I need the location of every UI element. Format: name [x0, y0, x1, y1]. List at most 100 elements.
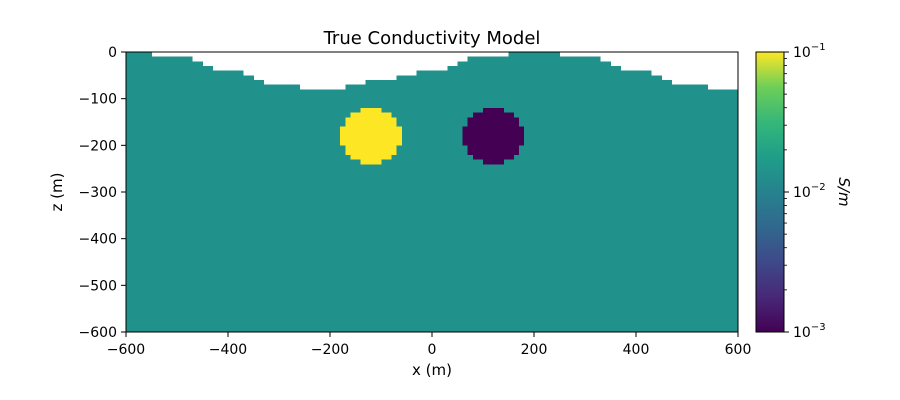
body-cell	[386, 150, 392, 156]
background-cell-column	[528, 52, 535, 332]
body-cell	[375, 150, 382, 156]
background-cell-column	[641, 70, 647, 333]
body-cell	[503, 112, 509, 118]
background-cell-column	[605, 61, 611, 332]
body-cell	[503, 131, 509, 137]
body-cell	[370, 108, 377, 114]
body-cell	[386, 117, 392, 123]
body-cell	[518, 140, 525, 146]
background-cell-column	[610, 66, 616, 332]
background-cell-column	[243, 75, 249, 332]
background-cell-column	[727, 89, 734, 332]
body-cell	[360, 117, 367, 123]
body-cell	[355, 122, 361, 128]
background-cell-column	[692, 84, 698, 332]
y-axis-label: z (m)	[48, 173, 66, 212]
background-cell-column	[600, 61, 606, 332]
colorbar-tick-label: 10−3	[793, 322, 826, 341]
background-cell-column	[187, 56, 193, 333]
body-cell	[477, 122, 484, 128]
x-tick-label: −400	[209, 342, 247, 358]
body-cell	[498, 159, 504, 165]
body-cell	[518, 131, 525, 137]
background-cell-column	[595, 56, 601, 333]
body-cell	[340, 140, 346, 146]
body-cell	[503, 140, 509, 146]
body-cell	[345, 145, 351, 151]
background-cell-column	[411, 75, 418, 332]
body-cell	[365, 154, 372, 160]
body-cell	[355, 136, 361, 142]
conductive-sphere	[340, 108, 402, 165]
body-cell	[472, 131, 479, 137]
background-cell-column	[559, 56, 565, 333]
body-cell	[365, 122, 372, 128]
resistive-sphere	[462, 108, 525, 165]
body-cell	[375, 154, 382, 160]
body-cell	[493, 108, 499, 114]
body-cell	[370, 126, 377, 132]
body-cell	[345, 126, 351, 132]
body-cell	[477, 154, 484, 160]
background-cell-column	[447, 66, 453, 332]
body-cell	[391, 126, 397, 132]
background-cell-column	[324, 89, 331, 332]
background-cell-column	[442, 70, 448, 333]
body-cell	[508, 136, 514, 142]
y-tick-label: −300	[79, 185, 117, 201]
y-tick-label: −200	[79, 138, 117, 154]
background-cell-column	[467, 56, 474, 333]
body-cell	[365, 159, 372, 165]
background-cell-column	[472, 56, 479, 333]
background-cell-column	[253, 80, 259, 332]
background-cell-column	[590, 56, 596, 333]
background-cell-column	[483, 56, 489, 333]
colorbar: 10−1 10−2 10−3 S/m	[755, 42, 853, 341]
plot-area	[126, 52, 739, 333]
body-cell	[381, 112, 387, 118]
body-cell	[498, 117, 504, 123]
background-cell-column	[177, 56, 183, 333]
background-cell-column	[289, 84, 295, 332]
body-cell	[498, 150, 504, 156]
body-cell	[396, 131, 402, 137]
body-cell	[350, 136, 356, 142]
body-cell	[493, 150, 499, 156]
y-tick-label: −600	[79, 325, 117, 341]
body-cell	[340, 136, 346, 142]
background-cell-column	[437, 70, 443, 333]
body-cell	[498, 136, 504, 142]
background-cell-column	[126, 52, 132, 332]
body-cell	[370, 140, 377, 146]
background-cell-column	[661, 80, 667, 332]
x-tick-label: 600	[725, 342, 752, 358]
body-cell	[365, 131, 372, 137]
background-cell-column	[666, 80, 673, 332]
y-tick-label: −100	[79, 92, 117, 108]
body-cell	[350, 140, 356, 146]
body-cell	[477, 117, 484, 123]
background-cell-column	[319, 89, 326, 332]
background-cell-column	[166, 56, 173, 333]
background-cell-column	[279, 84, 285, 332]
background-cell-column	[498, 56, 504, 333]
body-cell	[483, 131, 489, 137]
body-cell	[493, 126, 499, 132]
body-cell	[472, 150, 479, 156]
body-cell	[375, 136, 382, 142]
body-cell	[498, 112, 504, 118]
body-cell	[483, 126, 489, 132]
body-cell	[483, 122, 489, 128]
body-cell	[386, 145, 392, 151]
body-cell	[503, 136, 509, 142]
body-cell	[386, 131, 392, 137]
body-cell	[391, 136, 397, 142]
body-cell	[467, 136, 474, 142]
body-cell	[386, 140, 392, 146]
background-cell-column	[493, 56, 499, 333]
body-cell	[467, 140, 474, 146]
background-cell-column	[335, 89, 341, 332]
body-cell	[467, 145, 474, 151]
colorbar-label: S/m	[835, 177, 853, 206]
